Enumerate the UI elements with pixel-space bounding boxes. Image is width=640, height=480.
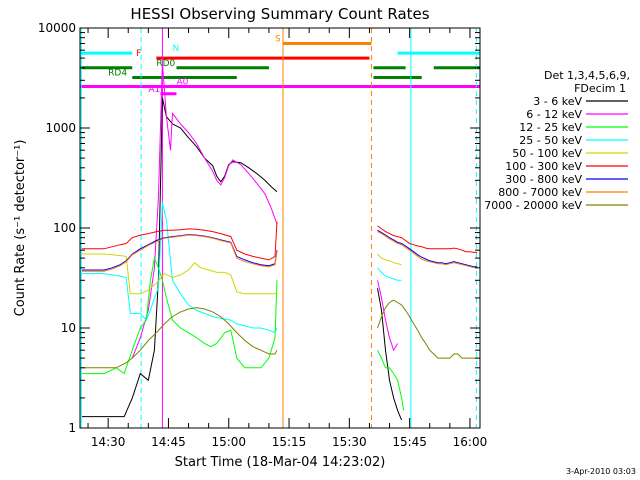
marker-label-rd4: RD4: [108, 68, 127, 78]
y-tick-label: 1: [68, 421, 76, 435]
y-tick-label: 10: [61, 321, 76, 335]
series-line-12-25-kev-part-1: [82, 256, 278, 375]
legend-label-25-50-kev: 25 - 50 keV: [519, 134, 582, 147]
series-line-800-7000-kev-part-1: [82, 234, 278, 272]
series-group: [82, 62, 478, 421]
series-line-3-6-kev-part-2: [377, 288, 403, 421]
series-line-25-50-kev-part-2: [377, 267, 402, 281]
series-line-25-50-kev-part-1: [82, 202, 278, 334]
chart-title: HESSI Observing Summary Count Rates: [130, 5, 429, 23]
marker-label-s: S: [275, 34, 281, 44]
y-tick-label: 10000: [38, 21, 76, 35]
series-line-7000-20000-kev-part-2: [377, 299, 478, 359]
series-line-100-300-kev-part-2: [377, 225, 478, 253]
x-tick-label: 15:45: [392, 435, 427, 449]
instrument-state-markers: N S F RD0 RD4 A0 A1: [80, 34, 480, 96]
marker-label-a0: A0: [176, 78, 188, 88]
marker-label-n: N: [172, 44, 179, 54]
series-line-100-300-kev-part-1: [82, 221, 278, 261]
series-line-6-12-kev-part-2: [377, 280, 399, 352]
legend-label-300-800-kev: 300 - 800 keV: [505, 173, 582, 186]
marker-label-rd0: RD0: [156, 59, 175, 69]
legend-label-100-300-kev: 100 - 300 keV: [505, 160, 582, 173]
legend-label-3-6-kev: 3 - 6 keV: [533, 95, 582, 108]
x-tick-label: 15:30: [332, 435, 367, 449]
legend-label-6-12-kev: 6 - 12 keV: [526, 108, 582, 121]
series-line-3-6-kev-part-1: [82, 97, 278, 418]
x-axis-label: Start Time (18-Mar-04 14:23:02): [175, 455, 386, 470]
legend-label-7000-20000-kev: 7000 - 20000 keV: [484, 199, 582, 212]
y-axis-label: Count Rate (s⁻¹ detector⁻¹): [13, 140, 28, 317]
legend-label-800-7000-kev: 800 - 7000 keV: [498, 186, 582, 199]
attenuator-lines: [80, 28, 477, 428]
series-line-7000-20000-kev-part-1: [82, 307, 278, 369]
x-tick-label: 15:15: [272, 435, 307, 449]
legend-header: FDecim 1: [574, 82, 626, 95]
marker-label-a1: A1: [148, 85, 160, 95]
marker-label-f: F: [136, 49, 141, 59]
legend-label-12-25-kev: 12 - 25 keV: [519, 121, 582, 134]
x-axis: 14:30 14:45 15:00 15:15 15:30 15:45 16:00: [87, 28, 488, 449]
series-line-6-12-kev-part-1: [131, 62, 278, 359]
series-line-800-7000-kev-part-2: [377, 231, 478, 269]
y-tick-label: 1000: [45, 121, 76, 135]
x-tick-label: 15:00: [211, 435, 246, 449]
x-tick-label: 14:30: [91, 435, 126, 449]
legend-header: Det 1,3,4,5,6,9,: [544, 69, 630, 82]
series-line-50-100-kev-part-2: [377, 253, 402, 266]
series-line-12-25-kev-part-2: [377, 349, 405, 411]
x-tick-label: 14:45: [151, 435, 186, 449]
series-line-50-100-kev-part-1: [82, 253, 278, 295]
series-line-300-800-kev-part-2: [377, 229, 478, 268]
timestamp: 3-Apr-2010 03:03: [566, 467, 636, 476]
x-tick-label: 16:00: [453, 435, 488, 449]
y-tick-label: 100: [53, 221, 76, 235]
legend-label-50-100-kev: 50 - 100 keV: [512, 147, 582, 160]
y-axis: 1 10 100 1000 10000: [38, 21, 480, 435]
